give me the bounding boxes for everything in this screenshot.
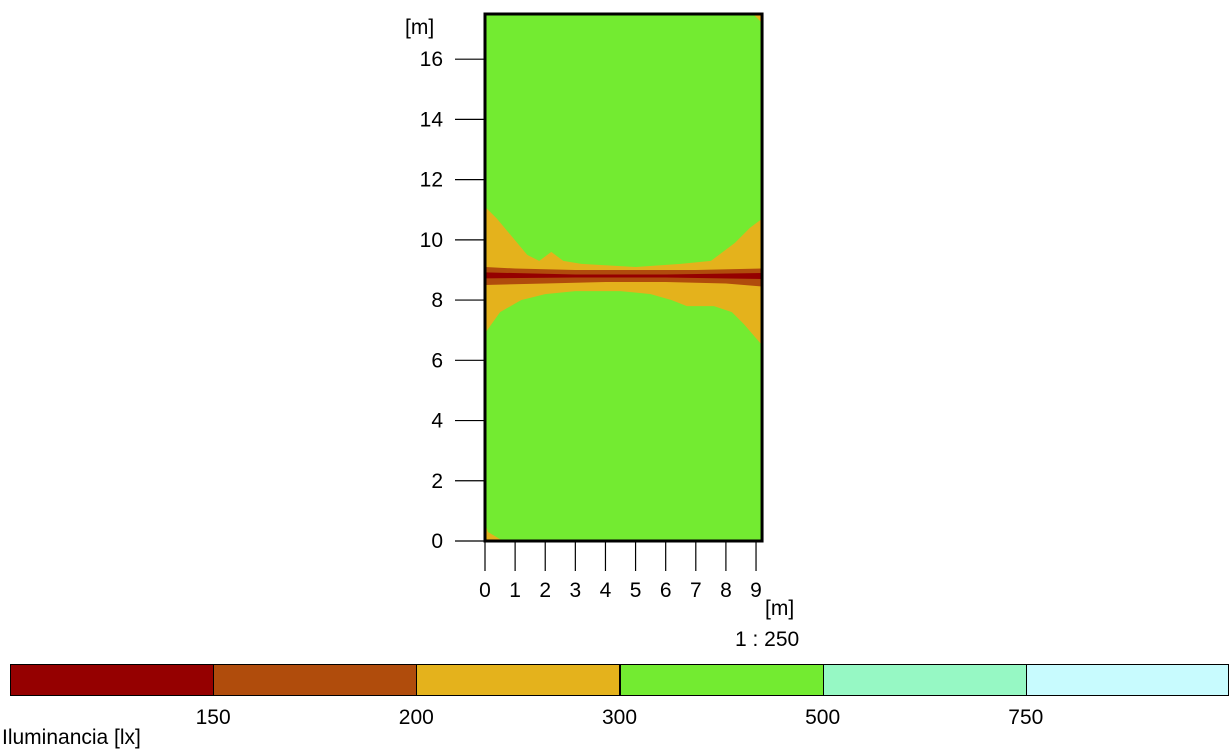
y-tick-label-10: 10 (420, 229, 443, 252)
colorbar-swatch-2 (416, 664, 621, 696)
colorbar-legend (10, 664, 1229, 696)
y-tick-label-8: 8 (431, 289, 443, 312)
colorbar-swatch-4 (822, 664, 1027, 696)
illuminance-map (485, 14, 763, 541)
colorbar-tick-200: 200 (398, 706, 434, 729)
y-axis-unit-label: [m] (405, 16, 434, 39)
x-tick-label-1: 1 (509, 579, 521, 602)
x-tick-label-9: 9 (750, 579, 762, 602)
x-tick-label-2: 2 (539, 579, 551, 602)
scale-label: 1 : 250 (735, 628, 800, 651)
y-tick-label-4: 4 (431, 410, 443, 433)
plot-frame (483, 12, 764, 543)
y-tick-label-12: 12 (420, 169, 443, 192)
x-tick-label-6: 6 (660, 579, 672, 602)
x-axis-unit-label: [m] (765, 597, 794, 620)
colorbar-tick-500: 500 (805, 706, 841, 729)
y-tick-label-0: 0 (431, 530, 443, 553)
x-tick-label-8: 8 (720, 579, 732, 602)
colorbar-swatch-5 (1025, 664, 1229, 696)
colorbar-title: Iluminancia [lx] (2, 726, 141, 749)
x-tick-label-7: 7 (690, 579, 702, 602)
y-tick-label-14: 14 (420, 108, 444, 131)
colorbar-tick-150: 150 (195, 706, 231, 729)
region-3 (485, 522, 504, 541)
x-tick-label-0: 0 (479, 579, 491, 602)
region-4 (753, 14, 763, 23)
colorbar-swatch-0 (10, 664, 215, 696)
colorbar-swatch-3 (619, 664, 824, 696)
colorbar-swatch-1 (213, 664, 418, 696)
y-axis: 0 2 4 6 8 10 12 14 16 (420, 48, 485, 553)
y-tick-label-2: 2 (431, 470, 443, 493)
y-tick-label-16: 16 (420, 48, 443, 71)
x-tick-label-5: 5 (630, 579, 642, 602)
x-tick-label-4: 4 (600, 579, 612, 602)
region-2 (485, 272, 763, 279)
colorbar-tick-300: 300 (601, 706, 638, 729)
colorbar-tick-750: 750 (1008, 706, 1044, 729)
y-tick-label-6: 6 (431, 349, 443, 372)
x-tick-label-3: 3 (569, 579, 581, 602)
